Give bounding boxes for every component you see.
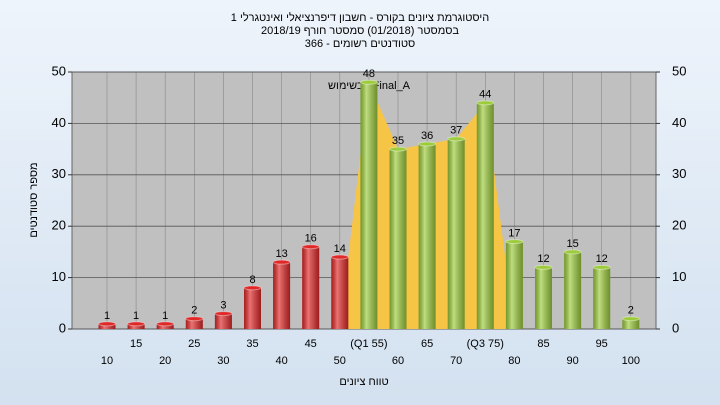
y-tick-label: 50 [52, 63, 66, 78]
bar-cap [301, 244, 320, 250]
bar-cap [505, 239, 524, 245]
bar-shade [418, 143, 436, 329]
value-label: 16 [305, 233, 317, 245]
value-label: 3 [220, 299, 226, 311]
x-tick-label: 60 [392, 355, 404, 367]
x-tick-label: 65 [421, 338, 433, 350]
bar-shade [360, 82, 378, 329]
value-label: 13 [275, 248, 287, 260]
value-label: 44 [479, 89, 491, 101]
bar-cap [621, 316, 640, 322]
y2-tick-label: 50 [672, 63, 686, 78]
value-label: 17 [508, 228, 520, 240]
value-label: 48 [363, 68, 375, 80]
y2-tick-label: 0 [672, 320, 679, 335]
value-label: 1 [133, 310, 139, 322]
bar-shade [98, 323, 116, 329]
x-tick-label: 10 [101, 355, 113, 367]
bar-shade [302, 246, 320, 329]
y-tick-label: 20 [52, 218, 66, 233]
x-tick-label: 15 [130, 338, 142, 350]
x-tick-label: 50 [334, 355, 346, 367]
x-tick-label: 80 [508, 355, 520, 367]
y-tick-label: 10 [52, 269, 66, 284]
bar-shade [476, 102, 494, 329]
bar-shade [156, 323, 174, 329]
bar-shade [127, 323, 145, 329]
x-tick-label: 25 [188, 338, 200, 350]
y2-tick-label: 10 [672, 269, 686, 284]
x-tick-label: (Q3 75) [467, 338, 504, 350]
y2-tick-label: 30 [672, 166, 686, 181]
bar-shade [389, 149, 407, 329]
value-label: 35 [392, 135, 404, 147]
bar-cap [98, 321, 116, 327]
y2-tick-label: 40 [672, 115, 686, 130]
y2-tick-label: 20 [672, 218, 686, 233]
value-label: 12 [596, 253, 608, 265]
x-tick-label: 100 [622, 355, 640, 367]
bar-shade [564, 251, 582, 329]
value-label: 2 [628, 305, 634, 317]
y-axis-label: מספר סטודנטים [28, 162, 40, 237]
y-tick-label: 30 [52, 166, 66, 181]
bar-shade [273, 262, 291, 329]
value-label: 37 [450, 125, 462, 137]
value-label: 36 [421, 130, 433, 142]
bar-shade [244, 287, 261, 329]
bar-cap [214, 311, 233, 317]
bar-shade [331, 257, 349, 329]
value-label: 14 [334, 243, 346, 255]
value-label: 1 [104, 310, 110, 322]
x-tick-label: 35 [246, 338, 258, 350]
x-tick-label: 20 [159, 355, 171, 367]
bar-shade [214, 313, 232, 329]
bar-cap [563, 249, 582, 255]
bar-shade [535, 267, 552, 329]
bar-shade [185, 318, 203, 329]
x-tick-label: 30 [217, 355, 229, 367]
x-tick-label: 70 [450, 355, 462, 367]
bar-cap [476, 100, 495, 106]
x-tick-label: 95 [596, 338, 608, 350]
x-tick-label: 85 [537, 338, 549, 350]
chart-subtitle: בסמסטר (01/2018) סמסטר חורף 2018/19 [261, 25, 459, 37]
bar-shade [622, 318, 640, 329]
value-label: 15 [566, 238, 578, 250]
bar-cap [534, 264, 553, 270]
value-label: 2 [191, 305, 197, 317]
bar-cap [359, 79, 378, 85]
chart-subtitle: סטודנטים רשומים - 366 [305, 38, 416, 50]
bar-cap [330, 254, 349, 260]
value-label: 1 [162, 310, 168, 322]
bar-cap [243, 285, 262, 291]
x-tick-label: 40 [275, 355, 287, 367]
x-tick-label: 45 [305, 338, 317, 350]
chart-title: היסטוגרמת ציונים בקורס - חשבון דיפרנציאל… [231, 11, 489, 24]
bar-cap [156, 321, 175, 327]
x-tick-label: (Q1 55) [350, 338, 387, 350]
bar-cap [127, 321, 146, 327]
y-tick-label: 40 [52, 115, 66, 130]
value-label: 12 [537, 253, 549, 265]
bar-cap [389, 146, 407, 152]
bar-cap [592, 264, 611, 270]
bar-cap [447, 136, 466, 142]
bar-shade [593, 267, 611, 329]
x-tick-label: 90 [566, 355, 578, 367]
bar-cap [418, 141, 437, 147]
bar-shade [447, 138, 465, 329]
value-label: 8 [249, 274, 255, 286]
bar-cap [272, 259, 291, 265]
x-axis-label: טווח ציונים [339, 376, 388, 388]
y-tick-label: 0 [59, 320, 66, 335]
bar-shade [505, 241, 523, 329]
bar-cap [185, 316, 204, 322]
